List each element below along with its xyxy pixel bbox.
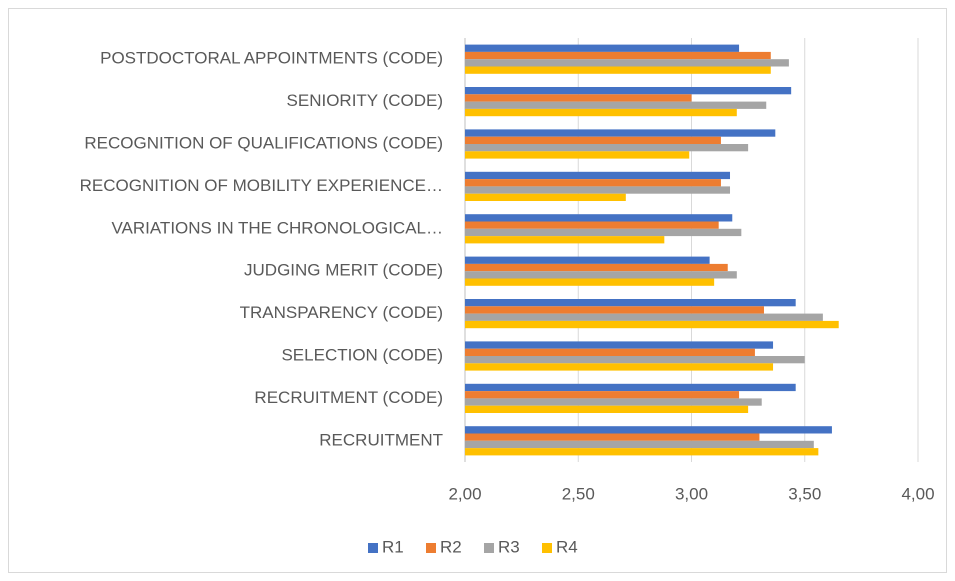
bar <box>465 263 728 272</box>
x-tick-label: 3,00 <box>675 484 708 503</box>
bar <box>465 44 740 52</box>
bar <box>465 256 710 264</box>
bar <box>465 59 789 67</box>
bar <box>465 341 774 349</box>
bar <box>465 363 774 371</box>
x-tick-label: 2,50 <box>562 484 595 503</box>
bar <box>465 383 796 392</box>
bar <box>465 87 792 95</box>
y-tick-label: RECRUITMENT (CODE) <box>254 388 443 407</box>
y-tick-label: JUDGING MERIT (CODE) <box>244 261 443 280</box>
legend-label: R1 <box>382 537 404 556</box>
legend-label: R3 <box>498 537 520 556</box>
bar <box>465 440 814 449</box>
y-tick-label: VARIATIONS IN THE CHRONOLOGICAL… <box>111 218 443 237</box>
bar <box>465 186 731 194</box>
bar <box>465 348 755 356</box>
bar <box>465 151 690 159</box>
legend-swatch <box>484 543 494 553</box>
bar <box>465 221 719 229</box>
x-tick-label: 3,50 <box>788 484 821 503</box>
y-tick-label: RECRUITMENT <box>319 430 443 449</box>
bar <box>465 214 733 222</box>
bar <box>465 356 805 364</box>
bar <box>465 278 715 286</box>
x-tick-label: 2,00 <box>448 484 481 503</box>
legend-swatch <box>426 543 436 553</box>
bar <box>465 94 692 102</box>
bar <box>465 448 819 456</box>
legend-swatch <box>368 543 378 553</box>
bar <box>465 433 760 441</box>
bar <box>465 391 740 399</box>
bar <box>465 426 832 434</box>
bar <box>465 51 771 60</box>
bar <box>465 179 721 187</box>
bar <box>465 101 767 109</box>
bar <box>465 129 776 137</box>
y-tick-label: TRANSPARENCY (CODE) <box>240 303 443 322</box>
bar <box>465 136 721 144</box>
bar <box>465 144 749 152</box>
bar <box>465 236 665 244</box>
bar <box>465 171 731 180</box>
bar <box>465 228 742 237</box>
y-tick-label: RECOGNITION OF MOBILITY EXPERIENCE… <box>80 176 443 195</box>
bar <box>465 66 771 74</box>
bar <box>465 306 764 314</box>
bar <box>465 299 796 307</box>
bar <box>465 193 626 201</box>
bar <box>465 271 737 279</box>
bar <box>465 405 749 413</box>
legend-label: R4 <box>556 537 578 556</box>
x-tick-label: 4,00 <box>901 484 934 503</box>
bar <box>465 320 839 329</box>
legend-label: R2 <box>440 537 462 556</box>
y-tick-label: SELECTION (CODE) <box>281 345 443 364</box>
legend-swatch <box>542 543 552 553</box>
y-tick-label: SENIORITY (CODE) <box>287 91 443 110</box>
y-tick-label: RECOGNITION OF QUALIFICATIONS (CODE) <box>84 133 443 152</box>
bar <box>465 398 762 406</box>
bar <box>465 313 823 321</box>
bar <box>465 108 737 117</box>
y-tick-label: POSTDOCTORAL APPOINTMENTS (CODE) <box>100 49 443 68</box>
